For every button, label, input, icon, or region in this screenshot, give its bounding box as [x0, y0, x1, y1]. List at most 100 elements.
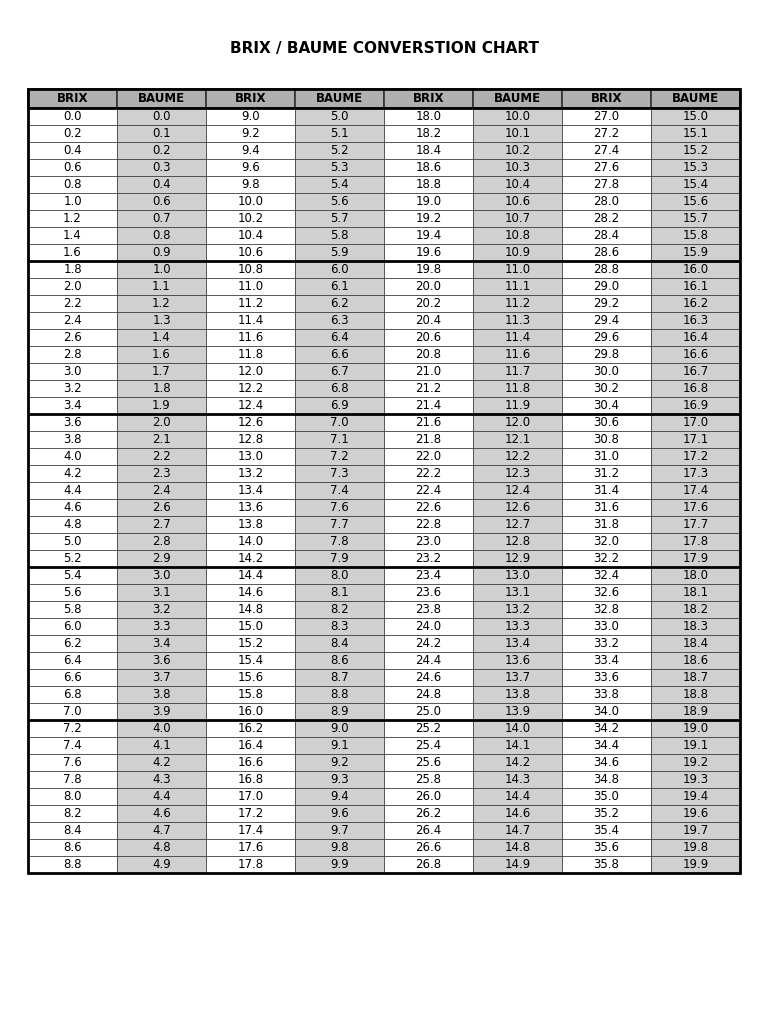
Bar: [473, 686, 562, 703]
Text: 20.8: 20.8: [415, 348, 442, 361]
Bar: [117, 397, 206, 414]
Text: 8.1: 8.1: [330, 586, 349, 599]
Bar: [206, 176, 295, 193]
Text: 10.8: 10.8: [505, 229, 531, 242]
Text: 17.3: 17.3: [683, 467, 709, 480]
Text: 7.8: 7.8: [63, 773, 82, 786]
Text: 3.3: 3.3: [152, 620, 170, 633]
Text: 28.4: 28.4: [594, 229, 620, 242]
Bar: [651, 550, 740, 567]
Bar: [651, 278, 740, 295]
Text: 6.4: 6.4: [63, 654, 82, 667]
Text: 11.0: 11.0: [505, 263, 531, 276]
Text: 12.1: 12.1: [505, 433, 531, 446]
Text: 17.1: 17.1: [683, 433, 709, 446]
Bar: [651, 652, 740, 669]
Text: BRIX: BRIX: [412, 92, 444, 105]
Text: 16.9: 16.9: [683, 399, 709, 412]
Bar: [473, 125, 562, 142]
Bar: [562, 125, 651, 142]
Bar: [562, 159, 651, 176]
Bar: [562, 669, 651, 686]
Bar: [206, 771, 295, 788]
Bar: [206, 635, 295, 652]
Bar: [206, 686, 295, 703]
Text: 27.0: 27.0: [594, 110, 620, 123]
Bar: [473, 652, 562, 669]
Text: BAUME: BAUME: [316, 92, 363, 105]
Bar: [117, 822, 206, 839]
Bar: [384, 278, 473, 295]
Text: 9.6: 9.6: [330, 807, 349, 820]
Text: 11.7: 11.7: [505, 365, 531, 378]
Bar: [473, 856, 562, 873]
Bar: [206, 244, 295, 261]
Bar: [206, 261, 295, 278]
Bar: [206, 618, 295, 635]
Bar: [206, 754, 295, 771]
Bar: [651, 465, 740, 482]
Bar: [117, 550, 206, 567]
Text: 8.4: 8.4: [63, 824, 82, 837]
Bar: [384, 346, 473, 362]
Text: 16.4: 16.4: [683, 331, 709, 344]
Text: 6.3: 6.3: [330, 314, 349, 327]
Text: 2.0: 2.0: [152, 416, 170, 429]
Text: 35.6: 35.6: [594, 841, 620, 854]
Text: 1.3: 1.3: [152, 314, 170, 327]
Text: 15.6: 15.6: [237, 671, 263, 684]
Text: 12.8: 12.8: [237, 433, 263, 446]
Text: 4.4: 4.4: [152, 790, 170, 803]
Text: 33.4: 33.4: [594, 654, 620, 667]
Text: 27.6: 27.6: [594, 161, 620, 174]
Bar: [295, 686, 384, 703]
Text: 30.2: 30.2: [594, 382, 620, 395]
Bar: [28, 499, 117, 516]
Bar: [28, 142, 117, 159]
Text: 5.7: 5.7: [330, 212, 349, 225]
Bar: [295, 516, 384, 534]
Bar: [473, 550, 562, 567]
Text: 18.4: 18.4: [683, 637, 709, 650]
Text: 18.8: 18.8: [415, 178, 442, 191]
Text: 11.4: 11.4: [505, 331, 531, 344]
Text: 16.0: 16.0: [683, 263, 709, 276]
Bar: [117, 125, 206, 142]
Text: 7.6: 7.6: [330, 501, 349, 514]
Text: 5.2: 5.2: [330, 144, 349, 157]
Bar: [651, 567, 740, 584]
Bar: [651, 312, 740, 329]
Bar: [562, 601, 651, 618]
Bar: [384, 244, 473, 261]
Text: 11.2: 11.2: [505, 297, 531, 310]
Bar: [473, 584, 562, 601]
Bar: [562, 635, 651, 652]
Bar: [651, 210, 740, 227]
Text: 6.6: 6.6: [330, 348, 349, 361]
Text: 25.4: 25.4: [415, 739, 442, 752]
Bar: [28, 227, 117, 244]
Bar: [473, 159, 562, 176]
Bar: [651, 669, 740, 686]
Bar: [295, 193, 384, 210]
Text: 16.3: 16.3: [683, 314, 709, 327]
Text: 31.0: 31.0: [594, 450, 620, 463]
Text: 23.0: 23.0: [415, 535, 442, 548]
Bar: [384, 465, 473, 482]
Bar: [384, 449, 473, 465]
Text: 6.0: 6.0: [63, 620, 82, 633]
Bar: [295, 210, 384, 227]
Bar: [117, 380, 206, 397]
Text: 28.6: 28.6: [594, 246, 620, 259]
Bar: [117, 295, 206, 312]
Bar: [117, 346, 206, 362]
Text: 4.7: 4.7: [152, 824, 170, 837]
Text: 10.2: 10.2: [505, 144, 531, 157]
Text: BAUME: BAUME: [138, 92, 185, 105]
Bar: [651, 176, 740, 193]
Bar: [473, 397, 562, 414]
Text: 1.2: 1.2: [152, 297, 170, 310]
Text: 26.4: 26.4: [415, 824, 442, 837]
Text: 17.6: 17.6: [683, 501, 709, 514]
Bar: [562, 244, 651, 261]
